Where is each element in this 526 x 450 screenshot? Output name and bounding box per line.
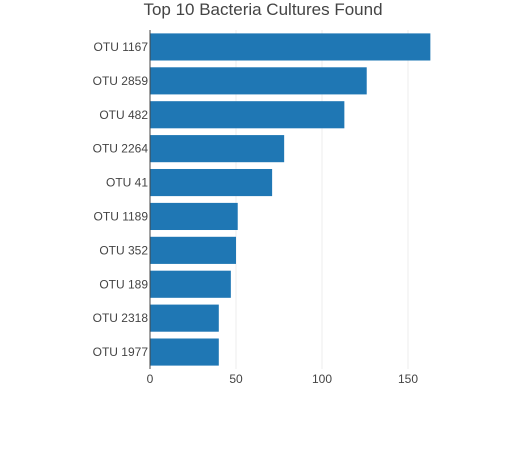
x-tick-label: 150 — [398, 372, 418, 386]
bar-otu-41 — [150, 168, 273, 197]
x-tick-label: 100 — [312, 372, 332, 386]
y-tick-label: OTU 352 — [99, 243, 148, 257]
bar-otu-2264 — [150, 135, 285, 163]
y-tick-label: OTU 2859 — [93, 74, 149, 88]
bar-otu-189 — [150, 270, 231, 298]
bar-otu-1167 — [150, 33, 431, 61]
y-tick-label: OTU 482 — [99, 108, 148, 122]
y-tick-label: OTU 2318 — [93, 311, 149, 325]
y-tick-label: OTU 1189 — [94, 209, 149, 223]
x-tick-label: 0 — [147, 372, 154, 386]
bar-otu-482 — [150, 101, 345, 129]
x-tick-label: 50 — [229, 372, 243, 386]
y-tick-label: OTU 1977 — [93, 345, 149, 359]
y-tick-label: OTU 2264 — [93, 142, 149, 156]
bar-otu-1977 — [150, 338, 219, 366]
bar-otu-2318 — [150, 304, 219, 332]
chart-title: Top 10 Bacteria Cultures Found — [143, 0, 383, 19]
y-tick-label: OTU 189 — [99, 277, 148, 291]
y-tick-label: OTU 1167 — [94, 40, 149, 54]
y-tick-label: OTU 41 — [106, 176, 148, 190]
bar-otu-1189 — [150, 202, 238, 231]
bar-otu-352 — [150, 236, 236, 264]
bar-otu-2859 — [150, 67, 367, 95]
